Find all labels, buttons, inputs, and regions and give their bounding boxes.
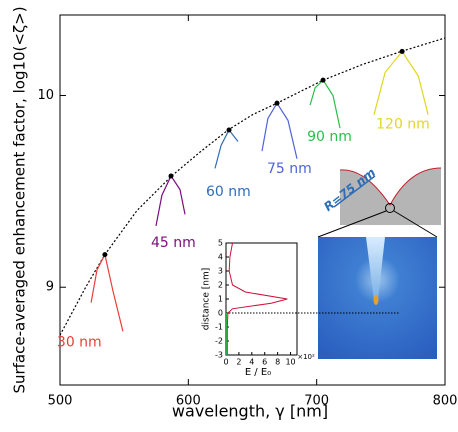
- x-tick-label: 4: [249, 358, 254, 367]
- y-tick-label: -3: [215, 351, 223, 360]
- inset-y-label: distance [nm]: [202, 268, 212, 331]
- y-tick-label: -2: [215, 337, 223, 346]
- y-tick-label: 4: [218, 253, 223, 262]
- peak-dot: [399, 48, 405, 54]
- data-line: [261, 102, 298, 159]
- inset-x-multiplier: ×10²: [297, 353, 315, 361]
- peak-dot: [168, 173, 174, 179]
- data-line: [214, 128, 239, 169]
- y-tick-label: 1: [218, 295, 223, 304]
- x-tick-label: 700: [304, 394, 329, 409]
- plot-frame: [59, 14, 446, 386]
- y-tick-label: 10: [37, 88, 54, 103]
- data-line: [309, 79, 341, 129]
- series-label: 90 nm: [307, 129, 352, 145]
- x-tick-label: 800: [433, 394, 458, 409]
- zoom-line: [393, 210, 438, 238]
- x-tick-label: 500: [48, 394, 73, 409]
- data-line: [90, 252, 124, 332]
- peak-dot: [320, 77, 326, 83]
- fit-line: [59, 37, 446, 336]
- x-axis-label: wavelength, γ [nm]: [172, 402, 328, 421]
- field-hotspot: [366, 237, 385, 300]
- series-label: 75 nm: [267, 161, 312, 177]
- x-tick-label: 8: [275, 358, 280, 367]
- y-tick-label: -1: [215, 323, 223, 332]
- y-tick-label: 2: [218, 281, 223, 290]
- peak-dot: [274, 100, 280, 106]
- x-tick-label: 600: [176, 394, 201, 409]
- inset-x-label: E / E₀: [245, 367, 271, 378]
- data-line: [373, 50, 429, 115]
- x-tick-label: 10: [285, 358, 295, 367]
- tip-outline: [339, 167, 442, 206]
- data-line: [155, 174, 186, 227]
- series-label: 120 nm: [376, 116, 430, 132]
- y-tick-label: 3: [218, 267, 223, 276]
- peak-dot: [102, 252, 108, 258]
- x-tick-label: 2: [236, 358, 241, 367]
- series-label: 45 nm: [151, 235, 196, 251]
- tip-shape: [340, 168, 441, 225]
- data-line: [226, 242, 288, 355]
- field-hotspot: [373, 295, 379, 305]
- y-tick-label: 0: [218, 309, 223, 318]
- zoom-circle: [385, 203, 395, 213]
- series-label: 30 nm: [57, 335, 102, 351]
- y-tick-label: 9: [46, 280, 54, 295]
- x-tick-label: 0: [223, 358, 228, 367]
- x-tick-label: 6: [262, 358, 267, 367]
- y-axis-label: Surface-averaged enhancement factor, log…: [11, 6, 29, 393]
- peak-dot: [226, 127, 232, 133]
- series-label: 60 nm: [206, 184, 251, 200]
- y-tick-label: 5: [218, 239, 223, 248]
- radius-line: [333, 175, 376, 208]
- zoom-line: [317, 210, 387, 238]
